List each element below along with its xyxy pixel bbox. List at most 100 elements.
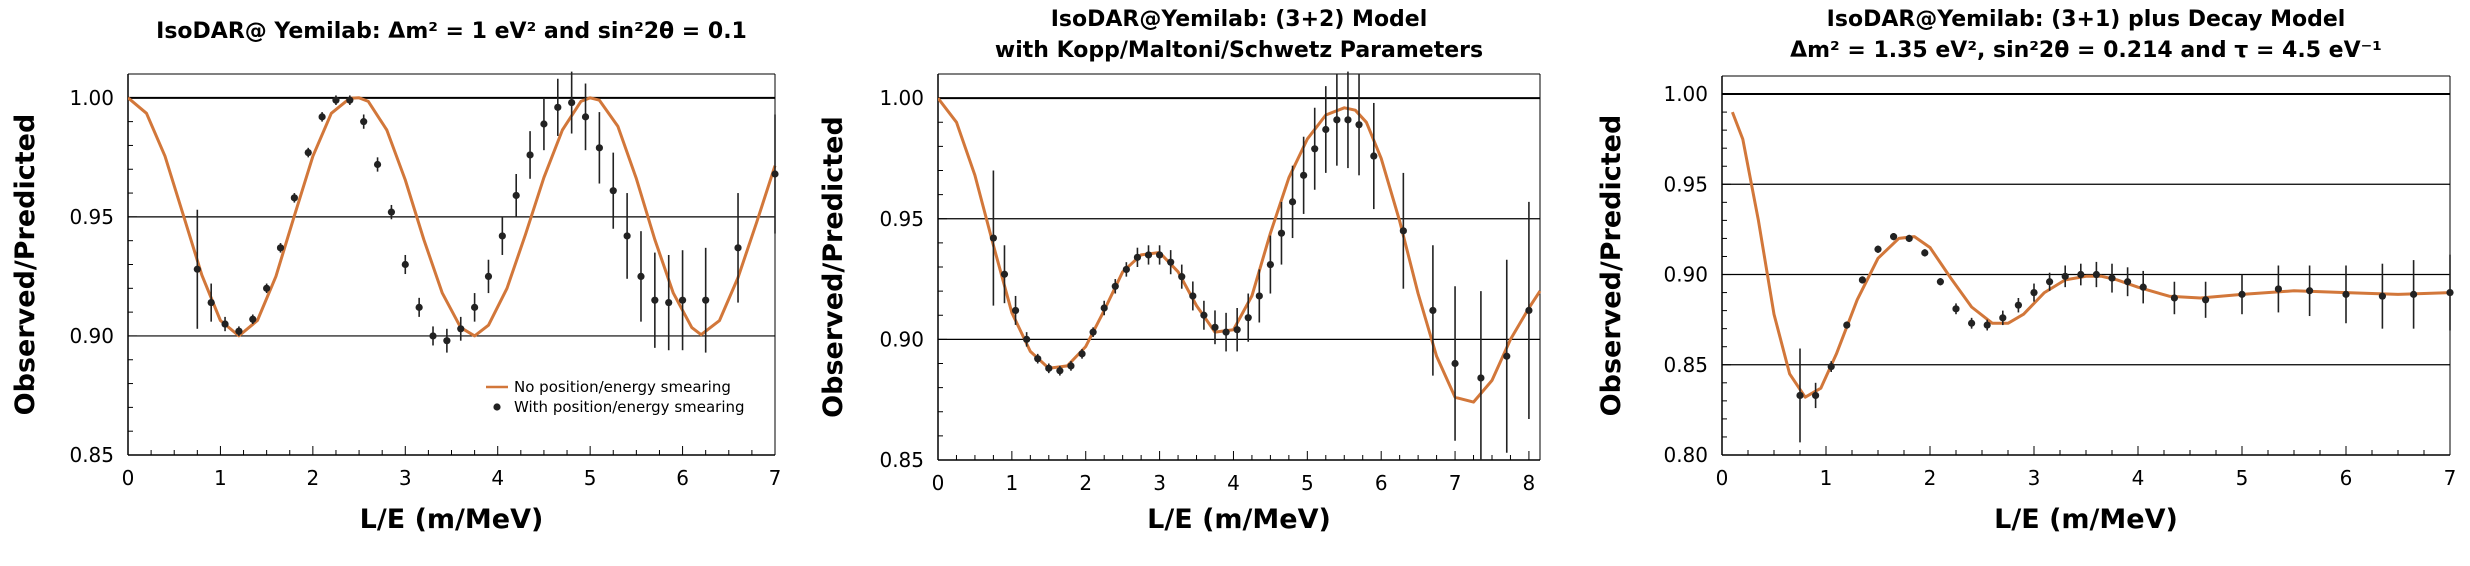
data-point (1277, 229, 1286, 237)
data-point (1000, 270, 1009, 278)
x-axis-label: L/E (m/MeV) (360, 504, 544, 535)
data-point (581, 113, 590, 121)
data-point (332, 96, 340, 104)
x-tick-label: 0 (122, 466, 135, 490)
data-point (429, 332, 437, 340)
data-point (1167, 258, 1175, 266)
data-point (2342, 290, 2350, 298)
chart-title: IsoDAR@Yemilab: (3+2) Model (1051, 7, 1428, 32)
data-point (2202, 296, 2210, 304)
x-tick-label: 4 (1227, 471, 1240, 495)
data-point (1983, 321, 1991, 329)
legend: No position/energy smearing With position… (486, 378, 745, 416)
data-point (1111, 282, 1119, 290)
chart-title: with Kopp/Maltoni/Schwetz Parameters (995, 38, 1483, 63)
data-point (471, 303, 479, 311)
data-point (702, 296, 710, 304)
data-point (1034, 355, 1042, 363)
data-point (2410, 290, 2418, 298)
y-tick-label: 0.90 (1663, 263, 1708, 287)
data-point (1266, 260, 1274, 269)
oscillation-curve (1730, 111, 2451, 399)
data-point (1812, 391, 1820, 400)
chart-panel-1: IsoDAR@ Yemilab: Δm² = 1 eV² and sin²2θ … (10, 19, 781, 535)
data-point (2108, 274, 2116, 282)
data-point (1233, 326, 1241, 334)
y-axis-label: Observed/Predicted (818, 116, 849, 418)
data-point (568, 98, 576, 107)
data-point (1429, 306, 1437, 315)
x-tick-label: 6 (2340, 466, 2353, 490)
data-point (2238, 290, 2246, 298)
data-point (2077, 270, 2085, 279)
y-tick-label: 0.95 (879, 207, 924, 231)
data-point (207, 299, 215, 307)
data-point (1100, 304, 1108, 312)
oscillation-curve (938, 97, 1542, 404)
y-tick-label: 0.85 (879, 448, 924, 472)
data-point (1477, 374, 1485, 382)
x-tick-label: 1 (1820, 466, 1833, 490)
data-point (1968, 319, 1976, 327)
data-point (1067, 362, 1075, 370)
data-point (498, 232, 506, 240)
data-point (2030, 288, 2038, 297)
data-point (540, 120, 548, 128)
data-point (1122, 265, 1130, 274)
data-point (2306, 287, 2314, 295)
data-point (346, 96, 354, 104)
data-point (1023, 335, 1031, 343)
data-point (318, 113, 326, 121)
data-point (665, 299, 673, 307)
x-tick-label: 6 (676, 466, 689, 490)
data-point (249, 315, 257, 323)
data-point (1288, 198, 1297, 206)
y-tick-label: 0.80 (1663, 443, 1708, 467)
x-tick-label: 7 (1449, 471, 1462, 495)
data-point (526, 151, 534, 159)
x-tick-label: 2 (306, 466, 319, 490)
data-point (1155, 251, 1164, 259)
data-point (387, 208, 396, 216)
x-tick-label: 0 (932, 471, 945, 495)
x-tick-label: 0 (1716, 466, 1729, 490)
x-tick-label: 3 (1153, 471, 1166, 495)
data-point (1858, 276, 1866, 284)
y-tick-label: 1.00 (1663, 82, 1708, 106)
x-tick-label: 7 (2444, 466, 2457, 490)
y-axis-label: Observed/Predicted (1596, 115, 1627, 417)
data-point (1211, 323, 1219, 331)
x-tick-label: 4 (491, 466, 504, 490)
data-point (2014, 301, 2022, 309)
y-tick-label: 1.00 (879, 86, 924, 110)
chart-title: IsoDAR@Yemilab: (3+1) plus Decay Model (1827, 7, 2346, 32)
data-point (2274, 285, 2282, 293)
data-point (1300, 171, 1308, 179)
data-point (1451, 359, 1459, 368)
data-point (276, 244, 285, 252)
y-tick-label: 0.95 (1663, 172, 1708, 196)
data-point (1399, 227, 1407, 235)
data-point (263, 284, 271, 292)
data-point (651, 296, 659, 304)
data-point (1244, 314, 1252, 322)
data-point (1905, 234, 1913, 243)
data-point (1011, 306, 1020, 315)
data-point (609, 187, 617, 195)
data-point (1078, 350, 1086, 358)
y-tick-label: 0.90 (69, 324, 114, 348)
data-point (1255, 292, 1263, 300)
data-point (1827, 362, 1835, 371)
x-axis-label: L/E (m/MeV) (1147, 504, 1331, 535)
data-point (1189, 292, 1197, 300)
chart-panel-2: IsoDAR@Yemilab: (3+2) Model with Kopp/Mal… (818, 7, 1542, 535)
data-point (1796, 391, 1804, 400)
x-tick-label: 3 (399, 466, 412, 490)
data-point (637, 272, 645, 281)
data-point (678, 296, 687, 304)
data-point (1355, 121, 1363, 129)
y-axis-label: Observed/Predicted (10, 114, 41, 416)
y-tick-label: 0.90 (879, 327, 924, 351)
y-tick-label: 0.85 (1663, 353, 1708, 377)
